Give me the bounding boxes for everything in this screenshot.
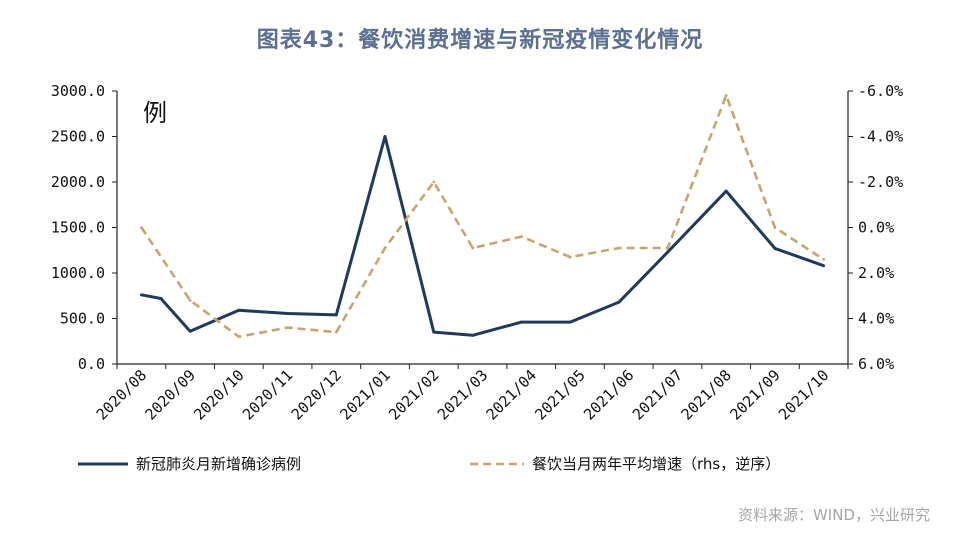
x-tick-label: 2021/04 (483, 366, 540, 423)
left-tick-label: 2000.0 (51, 173, 105, 191)
data-point-cases (666, 250, 670, 254)
left-tick-label: 0.0 (78, 355, 105, 373)
data-point-catering (188, 298, 192, 302)
right-tick-label: 4.0% (858, 310, 894, 328)
series-layer (140, 94, 825, 338)
source-note: 资料来源：WIND，兴业研究 (737, 506, 930, 524)
data-point-catering (471, 246, 475, 250)
x-tick-label: 2021/02 (385, 366, 442, 423)
left-tick-label: 2500.0 (51, 128, 105, 146)
right-tick-label: 2.0% (858, 264, 894, 282)
left-tick-label: 500.0 (60, 310, 105, 328)
data-point-catering (520, 235, 523, 239)
data-point-cases (286, 312, 289, 315)
data-point-cases (188, 329, 192, 333)
data-point-catering (383, 246, 387, 250)
left-tick-label: 3000.0 (51, 82, 105, 100)
data-point-cases (334, 313, 338, 317)
x-tick-label: 2020/12 (288, 366, 345, 423)
data-point-cases (383, 135, 387, 138)
x-tick-label: 2020/09 (141, 366, 198, 423)
data-point-cases (724, 189, 728, 193)
data-point-cases (822, 264, 826, 268)
data-point-catering (139, 226, 143, 229)
right-tick-label: -4.0% (858, 128, 903, 146)
series-line-catering (140, 94, 825, 338)
data-point-cases (617, 300, 621, 304)
left-tick-label: 1000.0 (51, 264, 105, 282)
data-point-catering (334, 330, 338, 334)
data-point-cases (139, 293, 143, 297)
data-point-cases (520, 320, 523, 324)
x-tick-label: 2021/10 (775, 366, 832, 423)
legend-label-catering: 餐饮当月两年平均增速（rhs，逆序） (532, 455, 780, 473)
data-point-catering (773, 226, 777, 229)
right-tick-label: 0.0% (858, 219, 894, 237)
x-tick-label: 2021/08 (678, 366, 735, 423)
x-tick-label: 2020/11 (239, 366, 296, 423)
data-point-catering (666, 246, 670, 250)
chart-axes: 0.0 500.0 1000.0 1500.0 2000.0 2500.0 3000.0 -6… (51, 82, 903, 424)
data-point-cases (471, 333, 475, 337)
data-point-catering (724, 94, 728, 97)
points-layer (139, 94, 826, 339)
unit-label: 例 (143, 99, 167, 127)
x-tick-label: 2021/07 (629, 366, 686, 423)
data-point-catering (568, 255, 572, 259)
data-point-catering (237, 335, 241, 339)
data-point-catering (617, 246, 621, 250)
x-tick-label: 2021/09 (726, 366, 783, 423)
data-point-cases (432, 330, 436, 334)
legend-label-cases: 新冠肺炎月新增确诊病例 (136, 455, 301, 473)
data-point-catering (432, 180, 436, 184)
left-tick-label: 1500.0 (51, 219, 105, 237)
data-point-cases (237, 308, 241, 312)
right-tick-label: -2.0% (858, 173, 903, 191)
x-tick-label: 2021/05 (531, 366, 588, 423)
data-point-cases (568, 320, 572, 324)
right-tick-label: -6.0% (858, 82, 903, 100)
legend: 新冠肺炎月新增确诊病例 餐饮当月两年平均增速（rhs，逆序） (78, 455, 780, 473)
series-line-cases (141, 135, 825, 337)
x-tick-label: 2020/08 (93, 366, 150, 423)
data-point-catering (286, 326, 289, 329)
data-point-cases (773, 247, 777, 250)
right-tick-label: 6.0% (858, 355, 894, 373)
x-tick-label: 2021/06 (580, 366, 637, 423)
chart-title: 图表43：餐饮消费增速与新冠疫情变化情况 (256, 28, 704, 53)
x-tick-label: 2021/03 (434, 366, 491, 423)
x-tick-label: 2021/01 (336, 366, 393, 423)
data-point-cases (159, 297, 163, 300)
data-point-catering (822, 257, 826, 261)
x-tick-label: 2020/10 (190, 366, 247, 423)
